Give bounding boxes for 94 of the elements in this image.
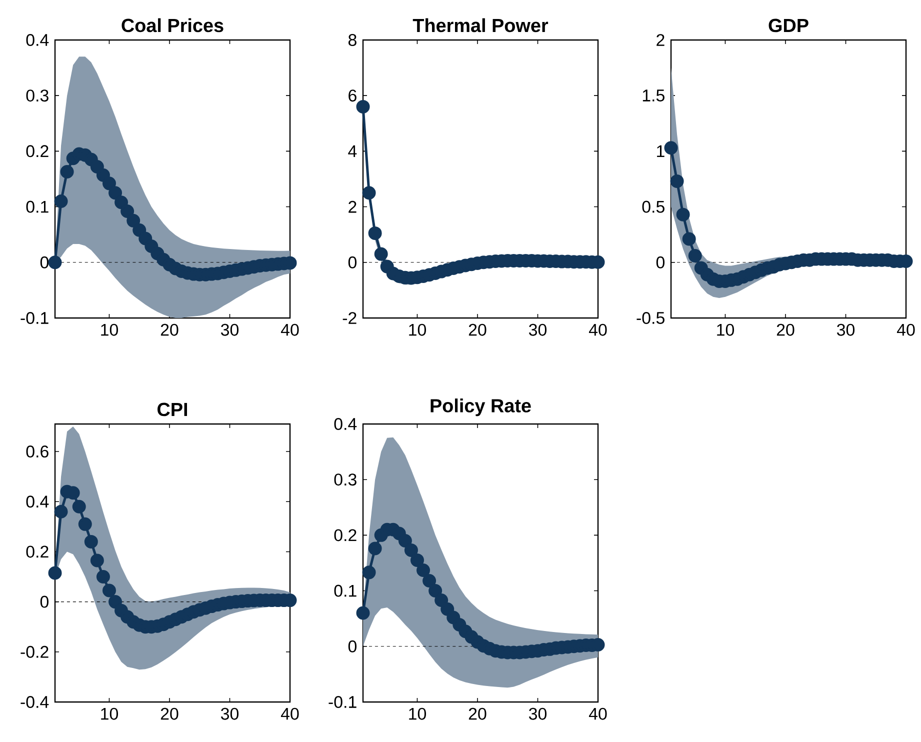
x-tick-label: 20 bbox=[160, 708, 178, 720]
x-tick-label: 10 bbox=[101, 708, 118, 720]
point bbox=[410, 553, 424, 567]
point bbox=[398, 534, 412, 548]
y-tick-label: 2 bbox=[348, 200, 356, 213]
y-tick-label: 0 bbox=[348, 640, 357, 652]
x-tick-label: 30 bbox=[220, 708, 239, 720]
y-tick-label: 0 bbox=[348, 256, 357, 268]
point bbox=[416, 563, 430, 577]
y-tick-label: 2 bbox=[656, 34, 664, 46]
point bbox=[368, 226, 382, 240]
y-tick-label: 4 bbox=[348, 145, 357, 158]
y-tick-label: -0.5 bbox=[636, 312, 664, 324]
y-tick-label: -0.4 bbox=[20, 696, 49, 708]
point bbox=[368, 542, 382, 556]
y-tick-label: 1.5 bbox=[642, 90, 664, 102]
point bbox=[72, 500, 86, 514]
x-tick-label: 10 bbox=[409, 708, 426, 720]
point bbox=[108, 186, 122, 200]
chart-title: Policy Rate bbox=[430, 398, 531, 416]
y-tick-label: 6 bbox=[348, 90, 356, 102]
y-tick-label: 0 bbox=[40, 596, 49, 608]
point bbox=[440, 602, 454, 616]
point bbox=[362, 186, 376, 200]
y-tick-label: 0.1 bbox=[334, 584, 356, 597]
y-tick-label: 0.4 bbox=[334, 418, 357, 430]
point bbox=[114, 196, 128, 210]
point bbox=[688, 248, 702, 262]
x-tick-label: 20 bbox=[160, 324, 178, 336]
y-tick-label: 0.2 bbox=[334, 529, 356, 542]
y-tick-label: 0.4 bbox=[26, 34, 49, 46]
x-tick-label: 40 bbox=[588, 324, 607, 336]
chart-title: Thermal Power bbox=[412, 18, 548, 32]
y-tick-label: -2 bbox=[342, 312, 356, 324]
y-tick-label: 0 bbox=[656, 256, 665, 268]
y-tick-label: -0.2 bbox=[20, 646, 48, 658]
x-tick-label: 10 bbox=[409, 324, 426, 336]
chart-title: GDP bbox=[768, 18, 808, 32]
y-tick-label: -0.1 bbox=[20, 312, 48, 324]
point bbox=[90, 554, 104, 568]
point bbox=[676, 208, 690, 222]
point bbox=[90, 160, 104, 174]
y-tick-label: 0.6 bbox=[26, 446, 48, 458]
x-tick-label: 10 bbox=[717, 324, 734, 336]
x-tick-label: 10 bbox=[101, 324, 118, 336]
x-tick-label: 30 bbox=[836, 324, 855, 336]
x-tick-label: 40 bbox=[280, 708, 299, 720]
point bbox=[670, 174, 684, 188]
point bbox=[102, 584, 116, 598]
point bbox=[78, 517, 92, 531]
x-tick-label: 30 bbox=[220, 324, 239, 336]
point bbox=[434, 593, 448, 607]
point bbox=[404, 543, 418, 557]
y-tick-label: 0.3 bbox=[26, 90, 48, 102]
chart-title: CPI bbox=[158, 402, 188, 416]
point bbox=[356, 100, 370, 114]
point bbox=[682, 232, 696, 246]
x-tick-label: 20 bbox=[776, 324, 794, 336]
point bbox=[48, 256, 62, 270]
point bbox=[362, 566, 376, 580]
x-tick-label: 40 bbox=[896, 324, 915, 336]
y-tick-label: 0 bbox=[40, 256, 49, 268]
y-tick-label: 0.3 bbox=[334, 474, 356, 486]
point bbox=[54, 504, 68, 518]
y-tick-label: 1 bbox=[657, 145, 664, 158]
point bbox=[126, 214, 140, 228]
point bbox=[374, 247, 388, 261]
x-tick-label: 40 bbox=[588, 708, 607, 720]
y-tick-label: 8 bbox=[348, 34, 356, 46]
chart-title: Coal Prices bbox=[122, 18, 224, 32]
point bbox=[84, 534, 98, 548]
y-tick-label: 0.2 bbox=[26, 546, 48, 558]
point bbox=[422, 574, 436, 588]
y-tick-label: 0.2 bbox=[26, 145, 48, 158]
point bbox=[102, 176, 116, 190]
x-tick-label: 30 bbox=[528, 708, 547, 720]
y-tick-label: 0.4 bbox=[26, 496, 49, 508]
point bbox=[120, 204, 134, 218]
x-tick-label: 20 bbox=[468, 324, 486, 336]
point bbox=[48, 566, 62, 580]
point bbox=[96, 570, 110, 584]
point bbox=[108, 595, 122, 609]
x-tick-label: 40 bbox=[280, 324, 299, 336]
point bbox=[54, 194, 68, 208]
point bbox=[428, 584, 442, 598]
point bbox=[664, 141, 678, 155]
y-tick-label: 0.1 bbox=[26, 200, 48, 213]
y-tick-label: 0.5 bbox=[642, 200, 664, 213]
y-tick-label: -0.1 bbox=[328, 696, 356, 708]
x-tick-label: 30 bbox=[528, 324, 547, 336]
point bbox=[60, 165, 74, 179]
point bbox=[132, 223, 146, 237]
point bbox=[356, 606, 370, 620]
x-tick-label: 20 bbox=[468, 708, 486, 720]
